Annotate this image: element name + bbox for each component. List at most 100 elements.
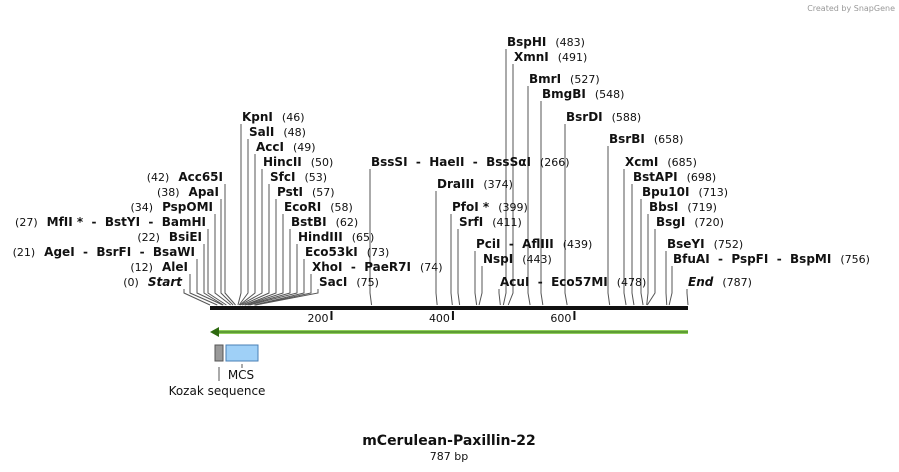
enzyme-connector — [249, 244, 298, 306]
enzyme-name: SfcI — [270, 170, 295, 184]
enzyme-connector — [640, 199, 644, 306]
enzyme-connector — [507, 64, 514, 306]
enzyme-site: (713) — [698, 186, 728, 199]
enzyme-name: BbsI — [649, 200, 678, 214]
enzyme-site: (75) — [356, 276, 379, 289]
enzyme-name: SacI — [319, 275, 347, 289]
enzyme-name: SrfI — [459, 215, 483, 229]
enzyme-site: (73) — [367, 246, 390, 259]
enzyme-connector — [564, 124, 568, 306]
enzyme-site: (48) — [283, 126, 306, 139]
enzyme-name: Start — [148, 275, 183, 289]
enzyme-connector — [457, 229, 461, 306]
enzyme-name: SalI — [249, 125, 274, 139]
enzyme-site: (21) — [13, 246, 36, 259]
enzyme-name: DraIII — [437, 177, 474, 191]
mcs-box — [225, 344, 259, 362]
enzyme-name: BseYI — [667, 237, 705, 251]
enzyme-name: AgeI - BsrFI - BsaWI — [44, 245, 195, 259]
enzyme-site: (698) — [687, 171, 717, 184]
enzyme-site: (411) — [492, 216, 522, 229]
enzyme-site: (0) — [123, 276, 139, 289]
enzyme-site: (491) — [558, 51, 588, 64]
enzyme-name: PstI — [277, 185, 303, 199]
title: mCerulean-Paxillin-22 — [362, 433, 536, 449]
enzyme-site: (719) — [687, 201, 717, 214]
kozak-box — [214, 344, 224, 362]
enzyme-connector — [245, 214, 284, 306]
enzyme-site: (439) — [563, 238, 593, 251]
enzyme-name: BmrI — [529, 72, 561, 86]
enzyme-connector — [435, 191, 438, 306]
enzyme-name: EcoRI — [284, 200, 321, 214]
enzyme-connector — [254, 274, 312, 306]
enzyme-connector — [665, 251, 668, 306]
enzyme-connector — [540, 101, 544, 306]
enzyme-name: Acc65I — [178, 170, 223, 184]
credit: Created by SnapGene — [807, 4, 895, 13]
enzyme-site: (49) — [293, 141, 316, 154]
enzyme-connector — [668, 266, 673, 306]
enzyme-name: BspHI — [507, 35, 546, 49]
enzyme-connector — [240, 169, 263, 306]
enzyme-name: BsrDI — [566, 110, 603, 124]
enzyme-name: PfoI * — [452, 200, 490, 214]
enzyme-connector — [196, 259, 223, 306]
enzyme-site: (527) — [570, 73, 600, 86]
enzyme-site: (34) — [130, 201, 153, 214]
enzyme-connector — [207, 229, 227, 306]
enzyme-name: BstAPI — [633, 170, 678, 184]
enzyme-connector — [183, 289, 211, 306]
enzyme-connector — [450, 214, 453, 306]
enzyme-site: (685) — [667, 156, 697, 169]
enzyme-site: (38) — [157, 186, 180, 199]
enzyme-site: (752) — [714, 238, 744, 251]
enzyme-site: (62) — [336, 216, 359, 229]
enzyme-connector — [369, 169, 373, 306]
enzyme-site: (74) — [420, 261, 443, 274]
enzyme-site: (720) — [694, 216, 724, 229]
enzyme-connector — [247, 229, 291, 306]
enzyme-connector — [474, 251, 478, 306]
enzyme-connector — [478, 266, 483, 306]
enzyme-site: (58) — [330, 201, 353, 214]
enzyme-site: (266) — [540, 156, 570, 169]
subtitle: 787 bp — [430, 450, 468, 463]
enzyme-site: (478) — [617, 276, 647, 289]
enzyme-connector — [244, 199, 277, 306]
enzyme-site: (399) — [498, 201, 528, 214]
enzyme-connector — [502, 49, 507, 306]
enzyme-name: HindIII — [298, 230, 343, 244]
enzyme-site: (46) — [282, 111, 305, 124]
enzyme-name: End — [688, 275, 714, 289]
enzyme-name: ApaI — [189, 185, 219, 199]
ruler-label: 600 — [550, 312, 571, 325]
enzyme-name: AleI — [162, 260, 188, 274]
ruler-label: 400 — [429, 312, 450, 325]
enzyme-name: AccI — [256, 140, 284, 154]
enzyme-site: (65) — [352, 231, 375, 244]
enzyme-connector — [607, 146, 611, 306]
enzyme-name: BsrBI — [609, 132, 645, 146]
enzyme-name: Eco53kI — [305, 245, 358, 259]
enzyme-name: XmnI — [514, 50, 549, 64]
sequence-line — [210, 306, 688, 310]
arrow-head — [210, 327, 219, 337]
enzyme-site: (483) — [555, 36, 585, 49]
ruler-label: 200 — [307, 312, 328, 325]
enzyme-connector — [239, 154, 256, 306]
enzyme-connector — [498, 289, 501, 306]
enzyme-site: (756) — [840, 253, 870, 266]
enzyme-connector — [220, 199, 234, 306]
enzyme-connector — [527, 86, 531, 306]
enzyme-name: PspOMI — [162, 200, 213, 214]
enzyme-site: (53) — [304, 171, 327, 184]
enzyme-site: (548) — [595, 88, 625, 101]
enzyme-connector — [254, 259, 305, 306]
enzyme-site: (443) — [522, 253, 552, 266]
enzyme-name: XcmI — [625, 155, 658, 169]
enzyme-name: HincII — [263, 155, 302, 169]
enzyme-site: (50) — [311, 156, 334, 169]
enzyme-site: (27) — [15, 216, 38, 229]
enzyme-name: NspI — [483, 252, 513, 266]
